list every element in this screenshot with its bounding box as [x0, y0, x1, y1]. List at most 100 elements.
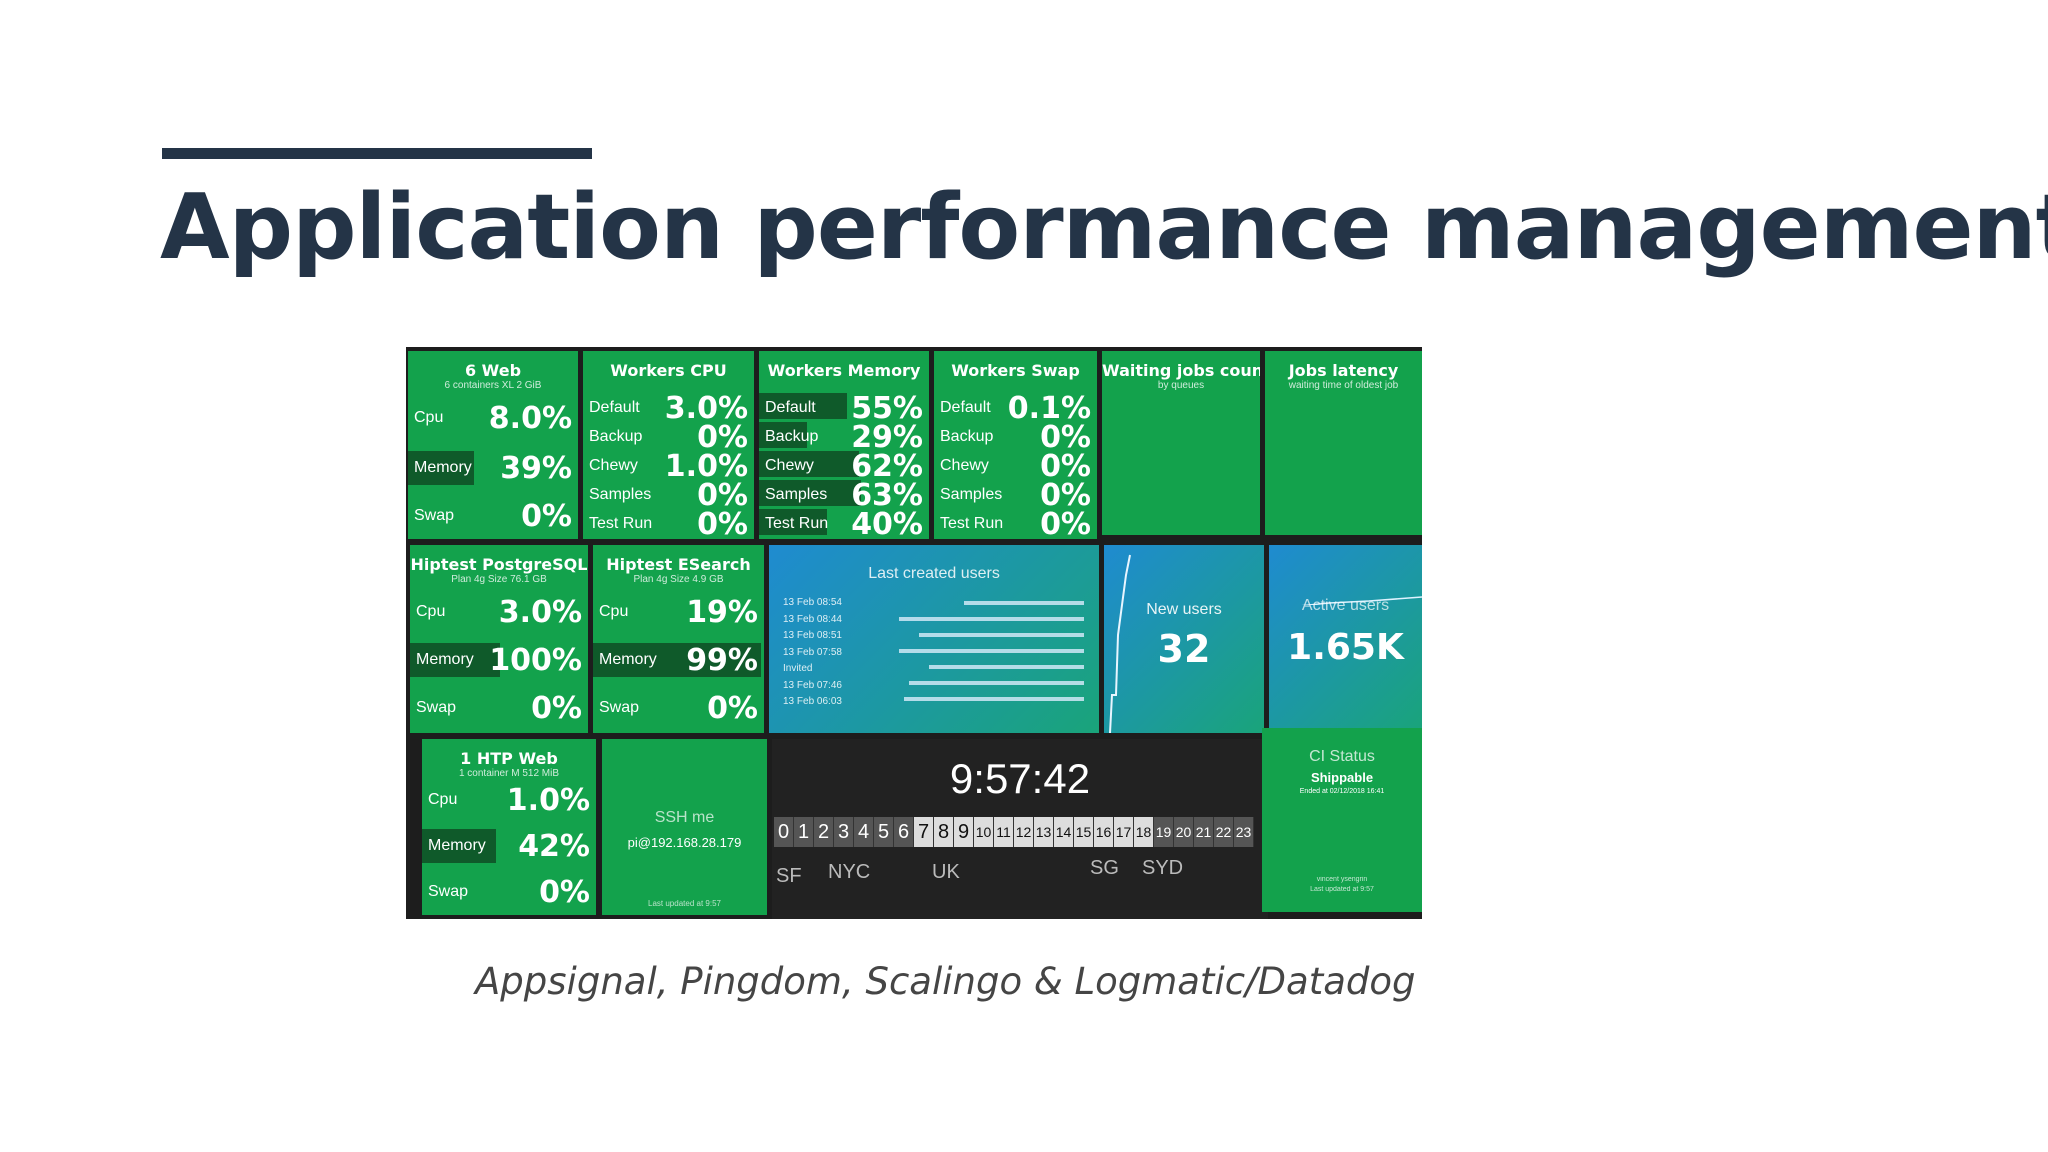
redacted-name [964, 601, 1084, 605]
ci-value: Shippable [1310, 770, 1374, 785]
tile-hiptest-postgresql: Hiptest PostgreSQL Plan 4g Size 76.1 GB … [410, 545, 588, 733]
metric-label: Cpu [414, 409, 444, 426]
active-users-value: 1.65K [1287, 627, 1404, 668]
tile-title: New users [1146, 601, 1222, 618]
hour-cell: 5 [874, 817, 894, 847]
hour-cell: 10 [974, 817, 994, 847]
active-users-sparkline [1301, 596, 1422, 605]
metric-row: Default 3.0% [589, 390, 748, 426]
tile-ci-status: CI Status Shippable Ended at 02/12/2018 … [1262, 728, 1422, 912]
list-item: 13 Feb 08:44 [783, 613, 842, 625]
metric-row-swap: Swap 0% [599, 690, 758, 726]
tile-htp-web: 1 HTP Web 1 container M 512 MiB Cpu 1.0% … [422, 739, 596, 915]
metric-label: Chewy [940, 457, 989, 474]
metric-row-memory: Memory 99% [599, 643, 758, 678]
metric-row: Backup 29% [765, 420, 923, 455]
metric-value: 3.0% [498, 594, 582, 630]
memory-bar [410, 643, 500, 677]
clock-time: 9:57:42 [949, 755, 1091, 802]
tile-new-users: New users 32 [1104, 545, 1264, 733]
metric-label: Samples [940, 486, 1003, 503]
hour-cell: 19 [1154, 817, 1174, 847]
metric-row-cpu: Cpu 3.0% [416, 594, 582, 630]
city-label: UK [932, 861, 960, 883]
metric-label: Test Run [940, 515, 1004, 532]
metric-label: Cpu [416, 603, 446, 620]
tile-active-users: Active users 1.65K [1269, 545, 1422, 733]
tile-workers-swap: Workers Swap Default 0.1% Backup 0% Chewy 0… [934, 351, 1097, 539]
memory-bar [759, 393, 847, 419]
metric-label: Samples [765, 486, 828, 503]
hour-cell: 3 [834, 817, 854, 847]
list-item: 13 Feb 08:54 [783, 597, 842, 608]
hour-cell: 21 [1194, 817, 1214, 847]
memory-bar [759, 480, 861, 506]
metric-value: 1.0% [506, 782, 590, 818]
dashboard-photo: 6 Web 6 containers XL 2 GiB Cpu 8.0% Mem… [406, 347, 1422, 919]
tile-subtitle: Plan 4g Size 76.1 GB [451, 574, 547, 585]
metric-row: Samples 0% [589, 478, 748, 513]
metric-value: 0% [521, 498, 572, 534]
hour-cell: 8 [934, 817, 954, 847]
metric-value: 42% [518, 828, 590, 864]
metric-label: Default [940, 399, 991, 416]
metric-value: 0% [697, 506, 748, 540]
tile-title: Jobs latency [1288, 361, 1399, 380]
metric-label: Chewy [765, 457, 814, 474]
city-label: SG [1090, 857, 1119, 879]
metric-value: 0% [531, 690, 582, 726]
hour-cell: 4 [854, 817, 874, 847]
tile-subtitle: 6 containers XL 2 GiB [444, 380, 542, 391]
tile-subtitle: by queues [1157, 380, 1205, 391]
ci-subtitle: Ended at 02/12/2018 16:41 [1299, 788, 1385, 795]
metric-value: 0% [1040, 477, 1091, 513]
memory-bar [759, 422, 807, 448]
hour-cell: 20 [1174, 817, 1194, 847]
tile-waiting-jobs: Waiting jobs count by queues [1102, 351, 1260, 535]
hour-cell: 6 [894, 817, 914, 847]
tile-title: Waiting jobs count [1102, 361, 1260, 380]
redacted-name [899, 617, 1084, 621]
metric-value: 0.1% [1007, 390, 1091, 426]
timezone-strip: 0 1 2 3 4 5 6 7 8 9 10 11 12 13 14 15 16… [774, 817, 1254, 847]
metric-row: Chewy 0% [940, 449, 1091, 484]
new-users-sparkline [1109, 554, 1131, 733]
list-item: 13 Feb 08:51 [783, 630, 842, 641]
hour-cell: 13 [1034, 817, 1054, 847]
metric-row-swap: Swap 0% [416, 690, 582, 726]
users-list: 13 Feb 08:54 13 Feb 08:44 13 Feb 08:51 1… [783, 595, 842, 711]
metric-row: Test Run 0% [589, 506, 748, 540]
ci-footer: vincent ysengrin [1316, 876, 1368, 883]
tile-subtitle: Plan 4g Size 4.9 GB [633, 574, 724, 585]
metric-value: 8.0% [488, 400, 572, 436]
metric-value: 0% [707, 690, 758, 726]
metric-label: Swap [414, 507, 455, 524]
metric-label: Memory [416, 651, 474, 668]
metric-value: 1.0% [664, 448, 748, 484]
redacted-name [919, 633, 1084, 637]
metric-label: Backup [589, 428, 643, 445]
tile-title: Active users [1301, 597, 1390, 614]
metric-row: Test Run 0% [940, 507, 1091, 540]
hour-cell: 1 [794, 817, 814, 847]
metric-label: Memory [414, 459, 472, 476]
memory-bar [408, 451, 474, 485]
memory-bar [422, 829, 496, 863]
metric-row: Samples 63% [765, 477, 923, 513]
tile-title: Hiptest PostgreSQL [410, 555, 588, 574]
tile-title: Workers Swap [951, 361, 1080, 380]
metric-label: Memory [428, 837, 486, 854]
metric-row: Backup 0% [940, 420, 1091, 455]
list-item: 13 Feb 07:46 [783, 679, 842, 691]
metric-row-memory: Memory 42% [428, 828, 590, 864]
metric-label: Test Run [589, 515, 653, 532]
metric-label: Cpu [428, 791, 458, 808]
metric-value: 63% [851, 477, 923, 513]
hour-cell: 12 [1014, 817, 1034, 847]
redacted-name [929, 665, 1084, 669]
metric-label: Swap [428, 883, 469, 900]
metric-value: 3.0% [664, 390, 748, 426]
list-item: 13 Feb 06:03 [783, 696, 842, 707]
metric-value: 55% [851, 390, 923, 426]
metric-value: 0% [539, 874, 590, 910]
